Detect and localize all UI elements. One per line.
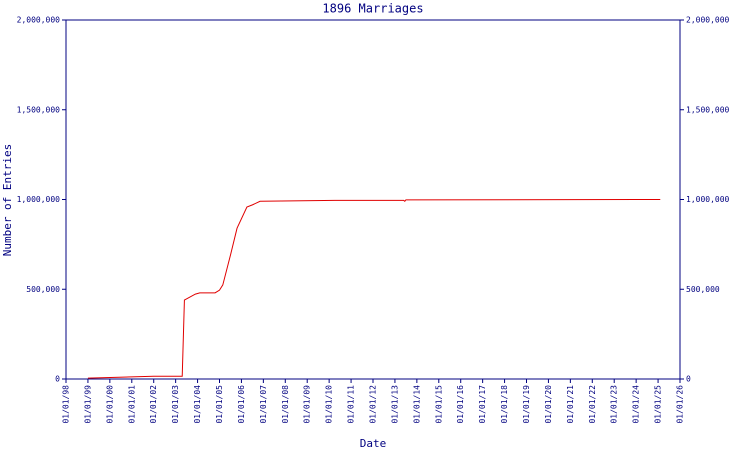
x-tick-label: 01/01/25 xyxy=(654,385,663,424)
data-line xyxy=(87,199,661,379)
x-tick-label: 01/01/09 xyxy=(303,385,312,424)
x-tick-label: 01/01/26 xyxy=(676,385,685,424)
x-tick-label: 01/01/21 xyxy=(566,385,575,424)
x-tick-label: 01/01/15 xyxy=(434,385,443,424)
y2-tick-label: 2,000,000 xyxy=(686,16,730,25)
x-tick-label: 01/01/13 xyxy=(390,385,399,424)
x-axis-label: Date xyxy=(360,437,387,450)
x-tick-label: 01/01/16 xyxy=(456,385,465,424)
x-tick-label: 01/01/22 xyxy=(588,385,597,424)
y2-tick-label: 1,000,000 xyxy=(686,195,730,204)
y-tick-label: 1,000,000 xyxy=(17,195,61,204)
y2-tick-label: 500,000 xyxy=(686,285,720,294)
x-tick-label: 01/01/10 xyxy=(325,385,334,424)
x-tick-label: 01/01/06 xyxy=(237,385,246,424)
x-tick-label: 01/01/07 xyxy=(259,385,268,424)
x-tick-label: 01/01/02 xyxy=(149,385,158,424)
x-tick-label: 01/01/19 xyxy=(522,385,531,424)
x-tick-label: 01/01/11 xyxy=(347,385,356,424)
chart-title: 1896 Marriages xyxy=(322,2,423,16)
x-tick-label: 01/01/01 xyxy=(127,385,136,424)
y-axis-label: Number of Entries xyxy=(1,144,14,257)
x-tick-label: 01/01/03 xyxy=(171,385,180,424)
x-tick-label: 01/01/98 xyxy=(62,385,71,424)
x-tick-label: 01/01/17 xyxy=(478,385,487,424)
x-tick-label: 01/01/05 xyxy=(215,385,224,424)
y2-tick-label: 0 xyxy=(686,375,691,384)
x-tick-label: 01/01/12 xyxy=(369,385,378,424)
x-tick-label: 01/01/14 xyxy=(412,385,421,424)
y2-tick-label: 1,500,000 xyxy=(686,105,730,114)
x-tick-label: 01/01/20 xyxy=(544,385,553,424)
x-tick-label: 01/01/23 xyxy=(610,385,619,424)
y-tick-label: 0 xyxy=(55,375,60,384)
x-tick-label: 01/01/00 xyxy=(105,385,114,424)
y-tick-label: 1,500,000 xyxy=(17,105,61,114)
x-tick-label: 01/01/18 xyxy=(500,385,509,424)
x-tick-label: 01/01/04 xyxy=(193,385,202,424)
y-tick-label: 500,000 xyxy=(26,285,60,294)
x-tick-label: 01/01/08 xyxy=(281,385,290,424)
y-tick-label: 2,000,000 xyxy=(17,16,61,25)
x-tick-label: 01/01/99 xyxy=(83,385,92,424)
x-tick-label: 01/01/24 xyxy=(632,385,641,424)
